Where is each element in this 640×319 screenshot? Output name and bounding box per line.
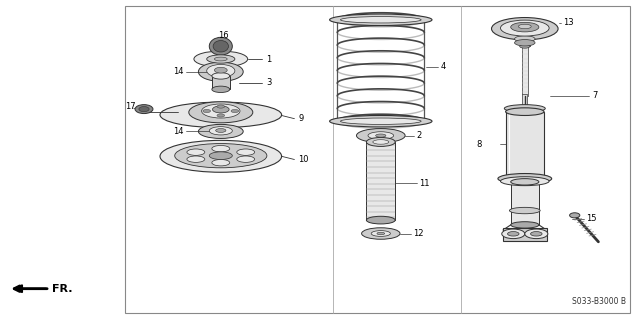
Ellipse shape [160,102,282,128]
Ellipse shape [372,140,388,144]
Bar [125,6,630,313]
Bar [511,182,539,225]
Ellipse shape [207,64,235,77]
Ellipse shape [508,232,519,236]
Ellipse shape [504,105,545,112]
Text: 10: 10 [298,155,308,164]
Ellipse shape [511,179,539,185]
Text: 11: 11 [419,179,429,188]
Ellipse shape [217,105,225,108]
Ellipse shape [212,73,230,79]
Ellipse shape [502,229,525,239]
Ellipse shape [217,114,225,117]
Text: 9: 9 [298,114,303,123]
Ellipse shape [212,86,230,93]
Ellipse shape [214,67,227,73]
Ellipse shape [368,132,394,139]
Ellipse shape [213,41,228,52]
Text: 1: 1 [266,55,271,63]
Ellipse shape [506,175,544,182]
Ellipse shape [376,134,386,137]
Ellipse shape [189,102,253,123]
Ellipse shape [330,14,432,26]
Ellipse shape [212,145,230,152]
Ellipse shape [492,18,558,40]
Text: 14: 14 [173,127,183,136]
Text: 14: 14 [173,67,183,76]
Ellipse shape [187,156,205,162]
Bar [212,76,230,89]
Bar [522,94,527,108]
Ellipse shape [525,229,548,239]
Ellipse shape [187,149,205,155]
Ellipse shape [570,213,580,218]
Ellipse shape [135,105,153,114]
Ellipse shape [366,137,395,146]
Ellipse shape [509,207,540,214]
Text: 12: 12 [413,229,423,238]
Ellipse shape [202,104,240,118]
Ellipse shape [330,115,432,127]
Ellipse shape [209,37,232,55]
Text: 3: 3 [266,78,271,87]
Ellipse shape [515,40,535,46]
Ellipse shape [356,129,405,143]
Ellipse shape [198,124,243,138]
Text: 7: 7 [592,91,597,100]
Text: 17: 17 [125,102,136,111]
Ellipse shape [212,106,229,113]
Ellipse shape [340,17,421,23]
Text: FR.: FR. [52,284,73,294]
Ellipse shape [207,55,235,63]
Ellipse shape [216,129,226,132]
Ellipse shape [366,216,395,224]
Ellipse shape [214,57,227,61]
Ellipse shape [237,156,255,162]
Ellipse shape [500,20,549,36]
Ellipse shape [209,152,232,160]
Ellipse shape [511,222,539,228]
Ellipse shape [511,22,539,32]
Ellipse shape [237,149,255,155]
Ellipse shape [371,231,390,236]
Bar [522,46,528,96]
Text: 2: 2 [416,131,421,140]
Ellipse shape [340,118,421,124]
Ellipse shape [194,51,248,67]
Ellipse shape [520,44,530,48]
Ellipse shape [212,160,230,166]
Ellipse shape [515,36,535,42]
Ellipse shape [203,109,211,113]
Ellipse shape [362,228,400,239]
Ellipse shape [531,232,542,236]
Text: 15: 15 [586,214,596,223]
Text: 8: 8 [477,140,482,149]
Bar [503,228,547,241]
Ellipse shape [498,174,552,184]
Ellipse shape [518,24,531,29]
Ellipse shape [175,144,267,168]
Ellipse shape [500,177,549,186]
Text: S033-B3000 B: S033-B3000 B [572,297,626,306]
Ellipse shape [231,109,239,113]
Text: 13: 13 [563,18,574,27]
Bar [520,30,530,46]
Bar [506,112,544,179]
Ellipse shape [139,107,149,112]
Text: 16: 16 [218,31,228,40]
Ellipse shape [198,62,243,81]
Ellipse shape [160,140,282,172]
Text: 4: 4 [440,63,445,71]
Bar [366,142,396,220]
Ellipse shape [377,232,385,235]
Ellipse shape [506,108,544,115]
Ellipse shape [209,127,232,135]
